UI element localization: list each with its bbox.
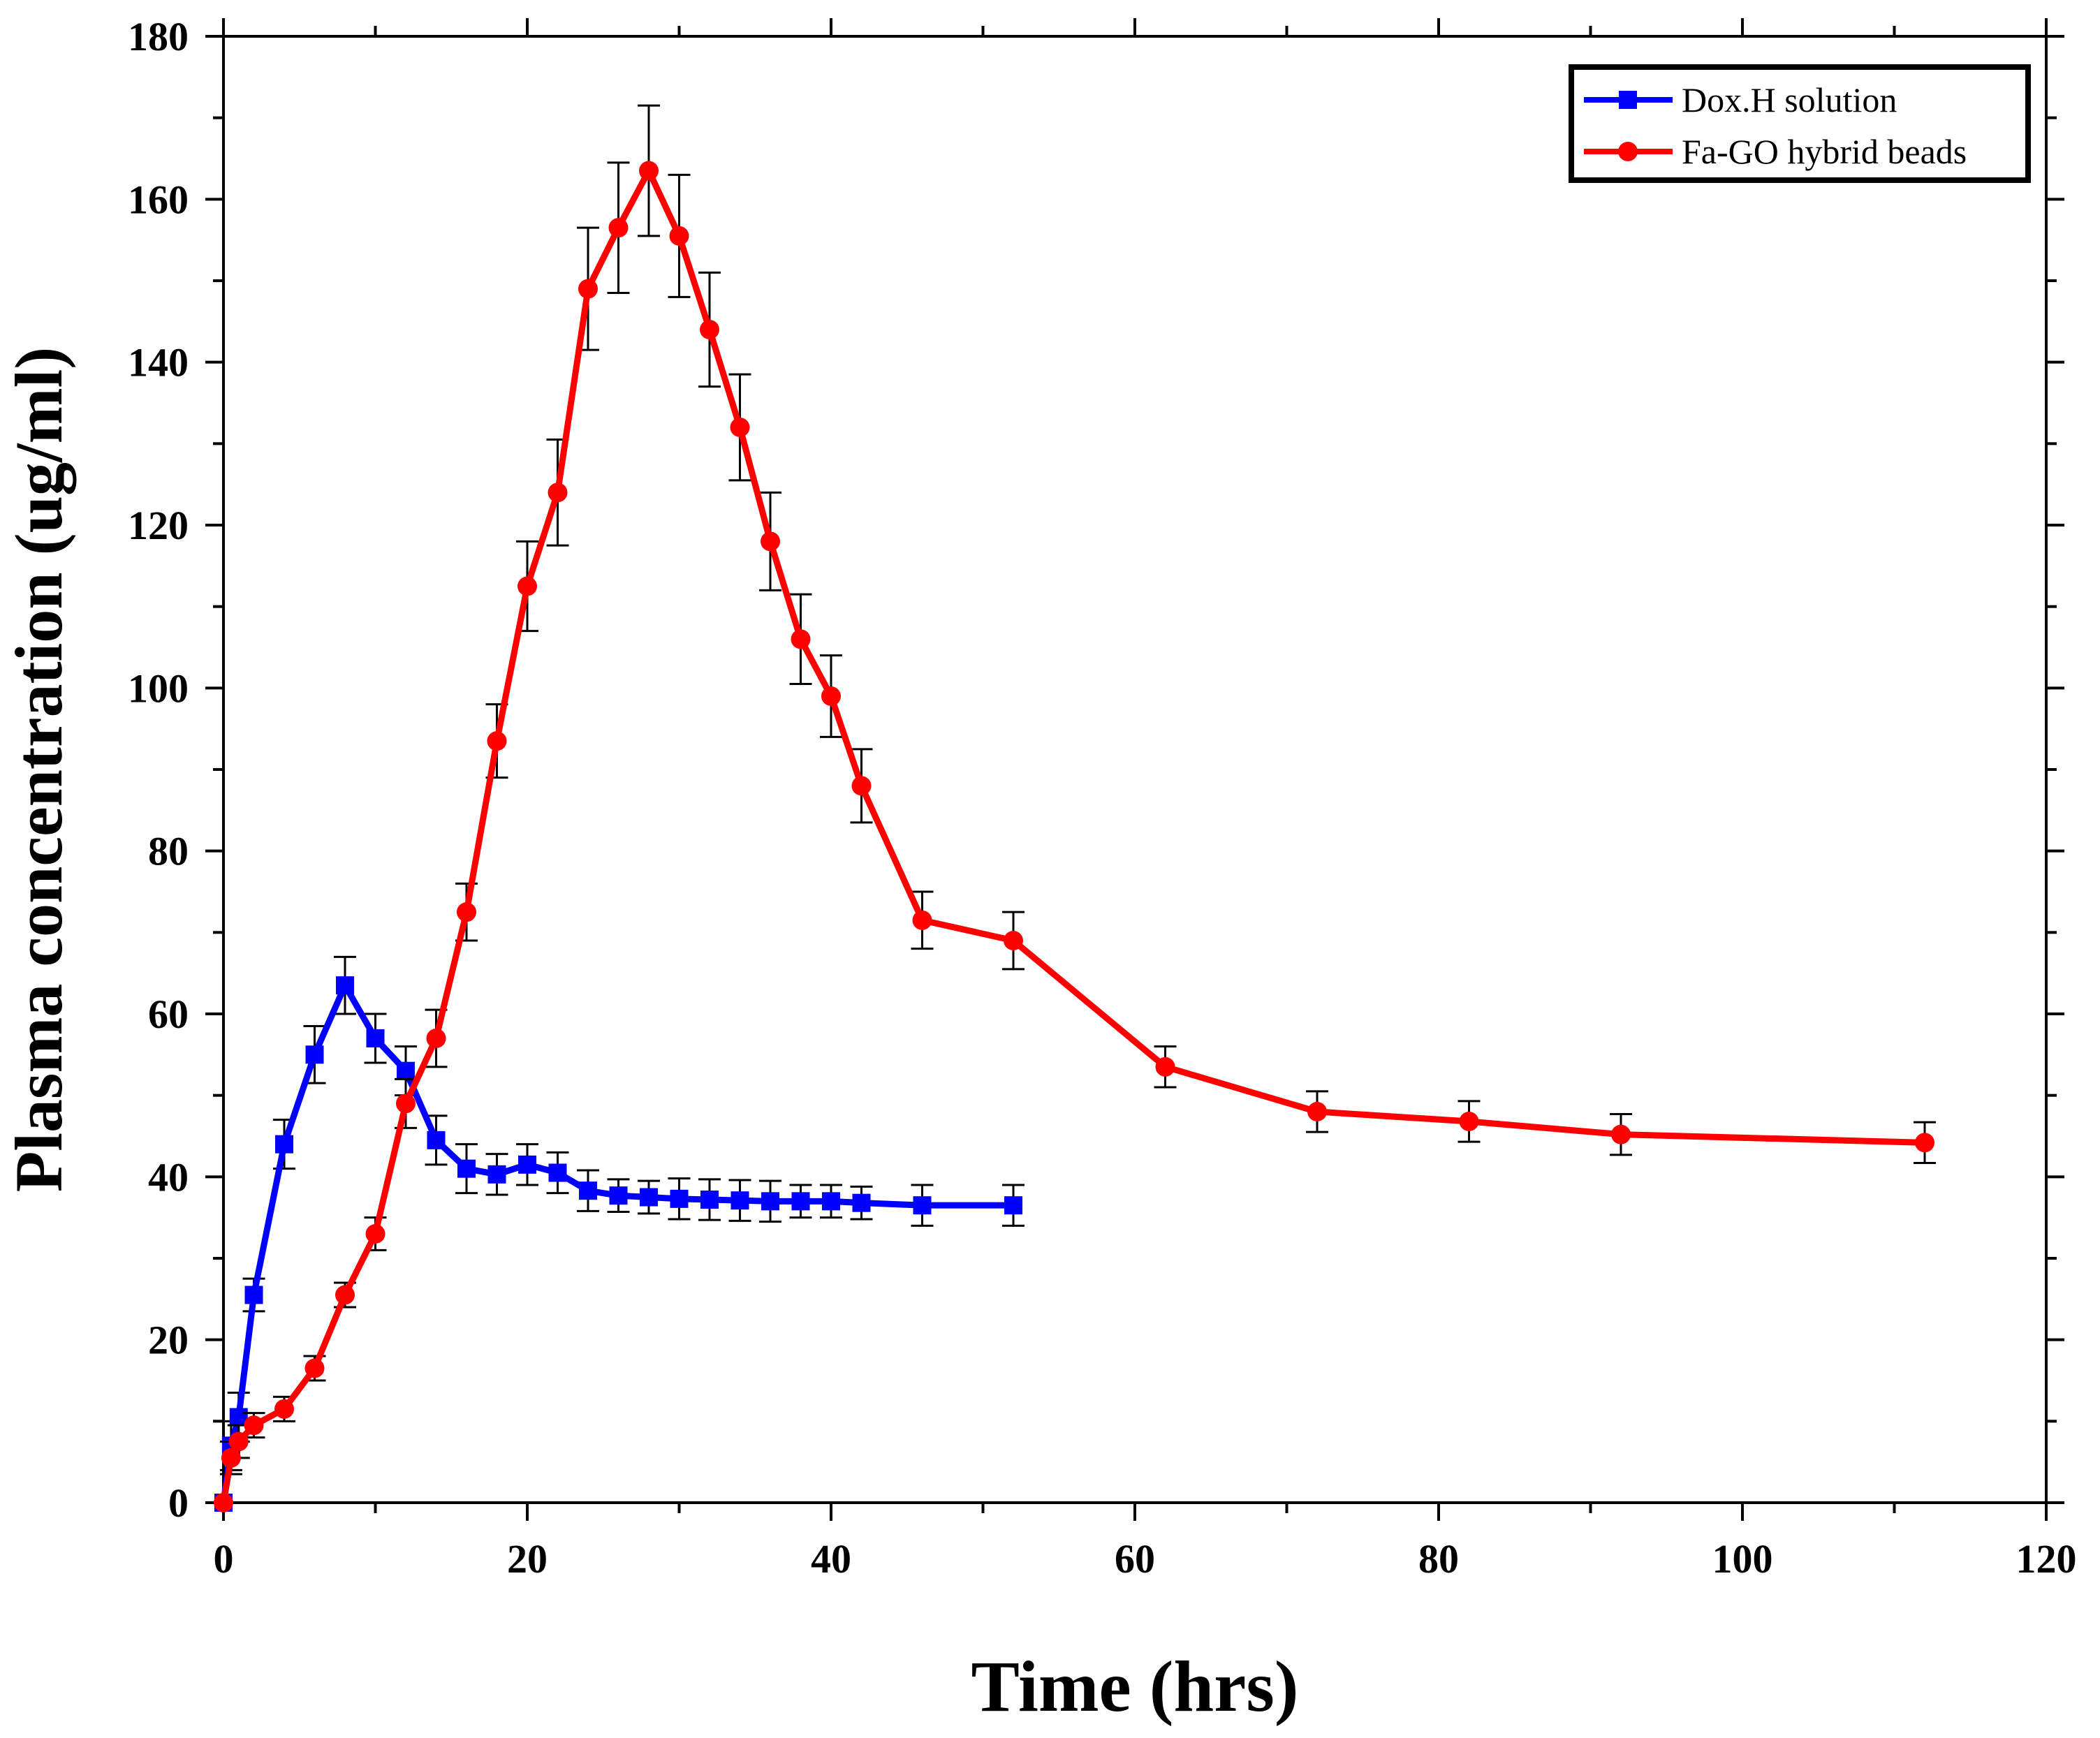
data-point (365, 1224, 386, 1244)
data-point (305, 1045, 324, 1064)
data-point (670, 1189, 689, 1208)
data-point (487, 731, 507, 751)
y-tick-label: 120 (128, 503, 189, 548)
data-point (1915, 1133, 1934, 1153)
x-tick-label: 20 (507, 1536, 548, 1582)
series-layer (214, 104, 1936, 1512)
x-tick-label: 40 (811, 1536, 851, 1582)
y-tick-labels: 0 20 40 60 80 100 120 140 160 180 (128, 14, 189, 1526)
data-point (1155, 1056, 1175, 1077)
data-point (396, 1093, 416, 1114)
legend-marker-fago (1618, 142, 1638, 161)
y-tick-label: 100 (128, 665, 189, 711)
x-axis-title: Time (hrs) (971, 1647, 1299, 1727)
data-point (1004, 931, 1023, 950)
series-fago (214, 104, 1936, 1512)
data-point (214, 1493, 233, 1512)
y-tick-label: 80 (148, 829, 189, 874)
y-axis-title: Plasma concentration (ug/ml) (1, 347, 76, 1193)
data-point (1307, 1102, 1327, 1121)
data-point (700, 1191, 719, 1209)
data-point (912, 910, 932, 930)
x-tick-label: 120 (2016, 1536, 2077, 1582)
data-point (761, 1192, 779, 1211)
y-tick-label: 0 (168, 1480, 189, 1526)
y-tick-label: 40 (148, 1154, 189, 1200)
data-point (761, 531, 780, 552)
data-point (822, 1192, 840, 1211)
y-tick-label: 140 (128, 340, 189, 385)
legend-label-dox: Dox.H solution (1682, 80, 1897, 119)
data-point (427, 1131, 446, 1149)
data-point (304, 1358, 325, 1378)
data-point (366, 1029, 385, 1047)
x-tick-labels: 0 20 40 60 80 100 120 (214, 1536, 2077, 1582)
x-tick-label: 100 (1712, 1536, 1773, 1582)
data-point (228, 1431, 249, 1452)
data-point (579, 1181, 597, 1200)
x-tick-label: 60 (1115, 1536, 1155, 1582)
legend-box (1569, 64, 2031, 183)
y-tick-label: 20 (148, 1318, 189, 1363)
data-point (608, 218, 629, 238)
data-point (548, 1163, 567, 1182)
data-point (221, 1448, 241, 1468)
data-point (397, 1061, 415, 1080)
data-point (730, 1191, 749, 1210)
data-point (274, 1399, 294, 1419)
data-point (275, 1135, 293, 1154)
y-tick-label: 60 (148, 992, 189, 1037)
data-point (669, 226, 689, 246)
data-point (548, 483, 568, 503)
data-point (457, 1159, 476, 1178)
data-point (1611, 1124, 1631, 1144)
data-point (791, 629, 811, 649)
data-point (730, 418, 750, 437)
y-tick-label: 160 (128, 177, 189, 222)
data-point (518, 1155, 536, 1174)
axis-ticks (205, 18, 2064, 1521)
data-point (640, 1188, 658, 1207)
data-point (700, 320, 719, 339)
data-point (852, 1193, 871, 1212)
data-point (336, 976, 354, 995)
data-point (457, 902, 476, 922)
data-point (244, 1286, 263, 1304)
data-point (791, 1192, 810, 1211)
legend: Dox.H solution Fa-GO hybrid beads (1569, 64, 2031, 183)
data-point (851, 776, 872, 796)
data-point (1004, 1196, 1022, 1215)
data-point (426, 1029, 446, 1048)
data-point (517, 576, 537, 596)
legend-label-fago: Fa-GO hybrid beads (1682, 132, 1967, 171)
data-point (335, 1285, 355, 1305)
y-tick-label: 180 (128, 14, 189, 59)
data-point (487, 1165, 506, 1184)
data-point (639, 161, 659, 181)
data-point (578, 279, 598, 299)
data-point (1459, 1112, 1479, 1131)
data-point (609, 1186, 628, 1205)
x-tick-label: 80 (1418, 1536, 1459, 1582)
data-point (244, 1415, 264, 1436)
data-point (821, 686, 841, 706)
x-tick-label: 0 (214, 1536, 234, 1582)
legend-marker-dox (1619, 91, 1637, 109)
data-point (913, 1196, 932, 1215)
